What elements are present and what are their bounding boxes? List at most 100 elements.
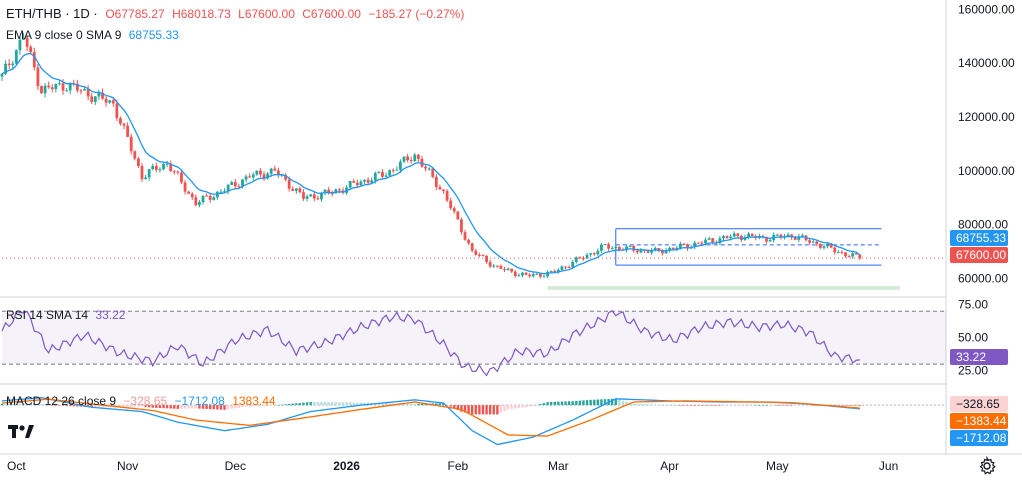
settings-gear-icon[interactable]	[977, 456, 997, 476]
candle-body	[467, 239, 471, 244]
candle-body	[158, 169, 162, 171]
candle	[312, 191, 316, 202]
macd-hist-bar	[334, 402, 338, 406]
candle	[298, 186, 302, 194]
macd-hist-bar	[707, 405, 711, 406]
candle-body	[269, 168, 273, 174]
candle-body	[388, 170, 392, 176]
macd-hist-bar	[198, 405, 201, 409]
macd-hist-bar	[259, 405, 262, 407]
macd-hist-bar	[90, 405, 93, 408]
candle-body	[711, 238, 715, 243]
candle-body	[592, 253, 596, 255]
candle-body	[829, 243, 833, 248]
macd-hist-bar	[643, 404, 646, 406]
candle	[208, 192, 212, 203]
macd-legend[interactable]: MACD 12 26 close 9 −328.65 −1712.08 1383…	[6, 394, 280, 408]
macd-hist-bar	[137, 405, 140, 407]
candle	[847, 254, 851, 258]
candle-body	[442, 189, 445, 191]
candle	[546, 270, 549, 279]
macd-hist-bar	[750, 405, 754, 406]
candle	[180, 169, 183, 185]
price-tick-label: 160000.00	[958, 2, 1015, 16]
candle	[75, 79, 79, 93]
macd-hist-bar	[97, 405, 101, 408]
candle	[535, 273, 539, 276]
candle	[625, 244, 628, 253]
candle-body	[136, 158, 140, 167]
macd-hist-tag: −328.65	[950, 396, 1008, 412]
macd-hist-bar	[585, 400, 589, 406]
candle-body	[294, 188, 298, 191]
macd-hist-bar	[151, 405, 154, 408]
candle-body	[79, 90, 83, 92]
candle	[359, 179, 363, 187]
candle-body	[524, 272, 528, 275]
candle-body	[549, 270, 553, 272]
candle-body	[237, 186, 241, 188]
macd-hist-bar	[219, 405, 223, 410]
candle-body	[406, 156, 409, 161]
macd-hist-bar	[270, 405, 273, 406]
macd-hist-bar	[277, 404, 280, 406]
candle	[707, 236, 711, 240]
candle	[510, 268, 514, 274]
ema-legend[interactable]: EMA 9 close 0 SMA 9 68755.33	[6, 28, 183, 42]
macd-hist-bar	[33, 403, 36, 406]
macd-hist-bar	[402, 403, 406, 406]
macd-hist-bar	[115, 405, 119, 407]
candle-body	[470, 243, 474, 251]
macd-hist-bar	[488, 405, 492, 415]
rsi-legend[interactable]: RSI 14 SMA 14 33.22	[6, 308, 129, 322]
candle-body	[334, 189, 338, 194]
tradingview-logo-icon[interactable]	[6, 420, 36, 442]
candle	[129, 133, 133, 155]
candle	[345, 185, 348, 195]
candle	[352, 178, 356, 184]
candle	[416, 153, 420, 163]
candle-body	[556, 269, 560, 272]
candle-body	[25, 37, 29, 47]
candle	[136, 156, 140, 169]
time-tick-label: Dec	[225, 459, 246, 473]
candle-body	[97, 92, 101, 97]
candle-body	[639, 249, 643, 253]
candle	[22, 33, 25, 41]
candle-body	[460, 219, 463, 233]
candle	[147, 168, 151, 181]
candle-body	[747, 233, 750, 238]
macd-hist-bar	[158, 405, 162, 409]
candle	[797, 233, 801, 243]
macd-hist-bar	[79, 405, 83, 407]
candle-body	[510, 268, 514, 272]
macd-hist-bar	[801, 405, 804, 406]
candle-body	[775, 234, 779, 236]
candle	[251, 172, 255, 181]
candle	[377, 170, 381, 174]
macd-hist-bar	[287, 403, 291, 406]
candle-body	[797, 236, 801, 240]
macd-hist-bar	[804, 405, 808, 406]
candle	[244, 174, 248, 183]
candle	[266, 172, 270, 180]
candle-body	[492, 265, 496, 267]
macd-hist-bar	[668, 404, 671, 406]
candle	[650, 248, 654, 255]
candle-body	[101, 92, 104, 99]
candle	[614, 245, 618, 250]
macd-hist-bar	[302, 402, 305, 406]
candle	[83, 87, 86, 91]
candle	[528, 272, 532, 278]
candle	[54, 83, 58, 93]
rsi-tag: 33.22	[950, 349, 1008, 365]
candle-body	[241, 179, 244, 187]
candle-body	[610, 248, 614, 250]
candle	[445, 189, 449, 203]
candle	[564, 266, 567, 270]
candle	[122, 122, 126, 130]
candle-body	[682, 243, 686, 245]
candle-body	[786, 234, 790, 237]
candle-body	[499, 265, 503, 269]
